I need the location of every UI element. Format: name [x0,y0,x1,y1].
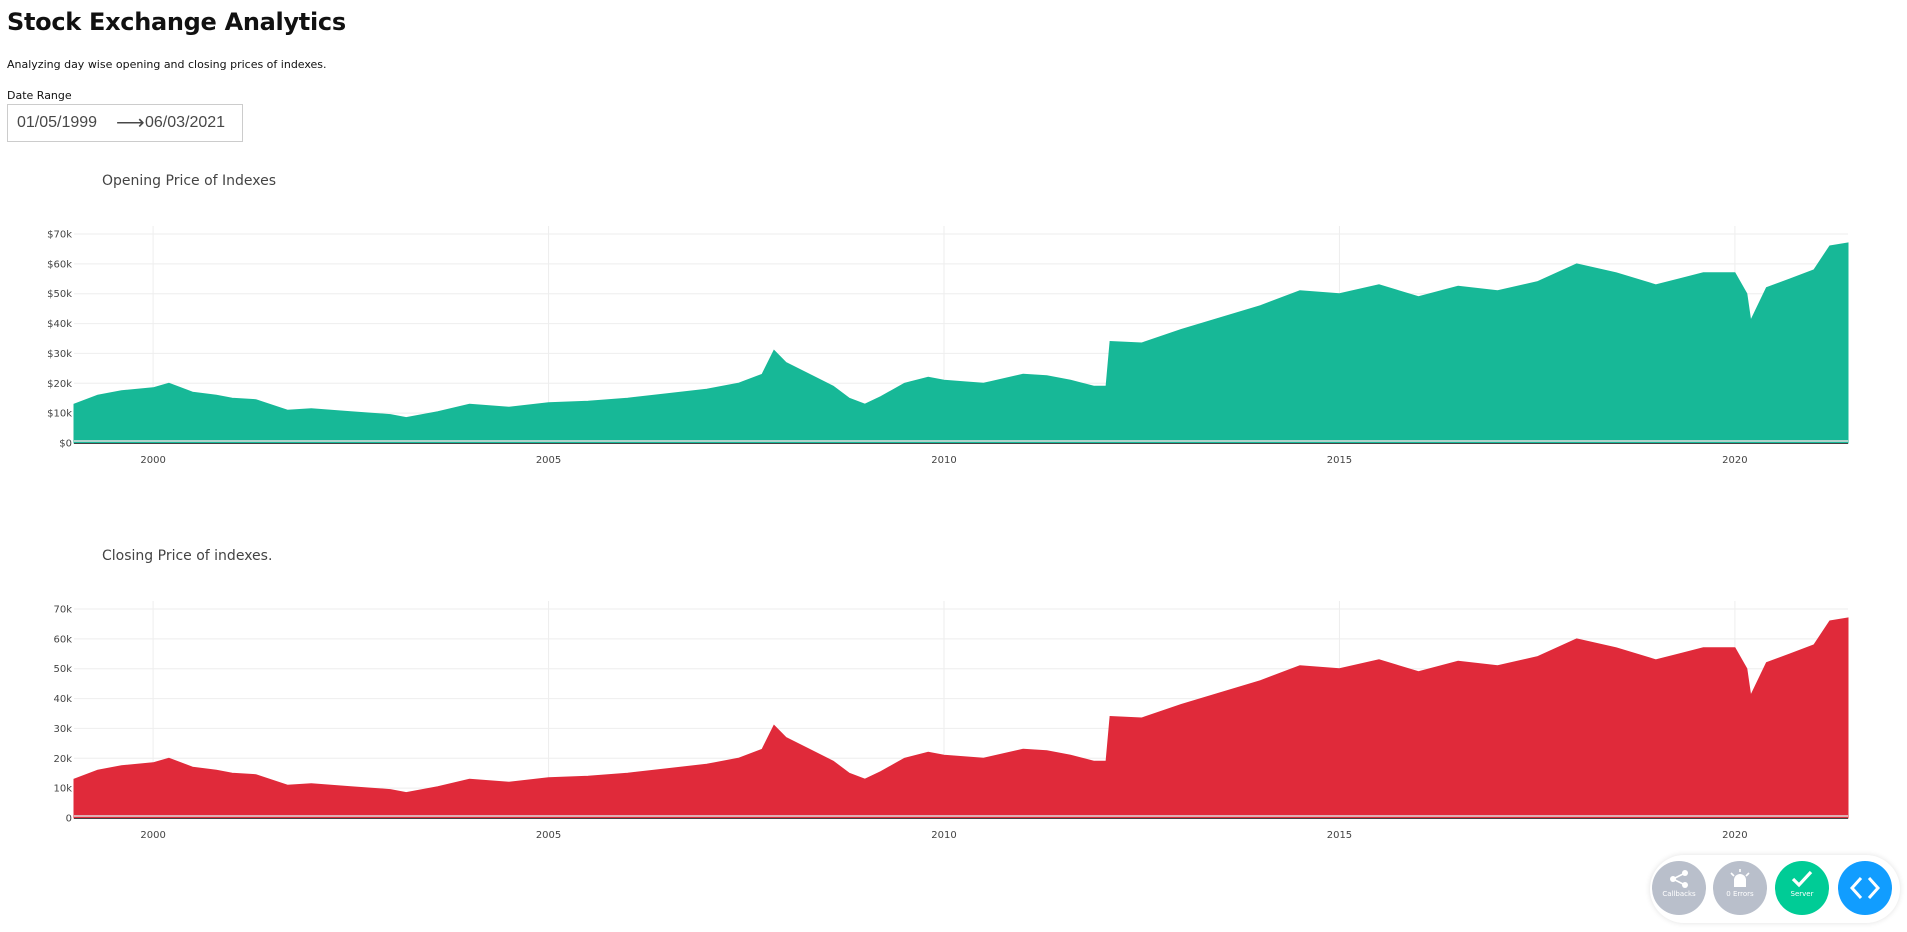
chart0-x-tick-label: 2005 [536,455,561,466]
errors-button[interactable]: 0 Errors [1713,861,1767,915]
chart1-y-tick-label: 0 [66,814,72,825]
chart1-area-series[interactable] [73,617,1849,819]
chart1-x-tick-label: 2000 [140,830,165,841]
date-range-label: Date Range [7,89,72,102]
arrow-right-icon: ⟶ [116,112,145,134]
chart1-y-tick-label: 70k [53,605,72,616]
errors-label: 0 Errors [1726,890,1754,898]
chart1-x-tick-label: 2015 [1327,830,1352,841]
server-button[interactable]: Server [1775,861,1829,915]
alarm-icon [1730,869,1750,887]
chart0-x-tick-label: 2015 [1327,455,1352,466]
start-date-input[interactable]: 01/05/1999 [17,114,98,131]
chart0-x-tick-label: 2020 [1722,455,1747,466]
date-range-picker[interactable]: 01/05/1999 ⟶ 06/03/2021 [7,104,243,142]
chart0-y-tick-label: $70k [47,230,72,241]
share-icon [1670,870,1688,888]
opening-price-chart[interactable]: Opening Price of Indexes 2000 2005 2010 2015… [0,162,1907,492]
page-subtitle: Analyzing day wise opening and closing p… [7,58,327,71]
end-date-input[interactable]: 06/03/2021 [145,114,226,131]
page-title: Stock Exchange Analytics [7,8,346,36]
chart1-x-tick-label: 2005 [536,830,561,841]
chart0-y-tick-label: $20k [47,379,72,390]
chart1-x-tick-label: 2020 [1722,830,1747,841]
chart1-x-tick-label: 2010 [931,830,956,841]
callbacks-button[interactable]: Callbacks [1652,861,1706,915]
chart0-y-tick-label: $0 [59,439,72,450]
chart0-area-series[interactable] [73,242,1849,444]
closing-price-chart[interactable]: Closing Price of indexes. 2000 2005 2010 201… [0,537,1907,867]
chart0-y-tick-label: $40k [47,319,72,330]
chart1-y-tick-label: 40k [53,694,72,705]
chart1-y-tick-label: 50k [53,664,72,675]
chart0-y-tick-label: $60k [47,259,72,270]
debug-toggle-button[interactable] [1838,861,1892,915]
chart1-y-tick-label: 60k [53,634,72,645]
server-label: Server [1790,890,1814,898]
chart0-y-tick-label: $30k [47,349,72,360]
chart0-x-tick-label: 2000 [140,455,165,466]
chart1-y-tick-label: 20k [53,754,72,765]
chart0-title: Opening Price of Indexes [102,173,276,189]
chart1-y-tick-label: 30k [53,724,72,735]
chart0-x-tick-label: 2010 [931,455,956,466]
check-icon [1791,870,1813,888]
chart0-y-tick-label: $10k [47,409,72,420]
callbacks-label: Callbacks [1662,890,1696,898]
code-icon [1849,876,1881,900]
chart0-y-tick-label: $50k [47,289,72,300]
chart1-y-tick-label: 10k [53,784,72,795]
chart1-title: Closing Price of indexes. [102,548,272,564]
